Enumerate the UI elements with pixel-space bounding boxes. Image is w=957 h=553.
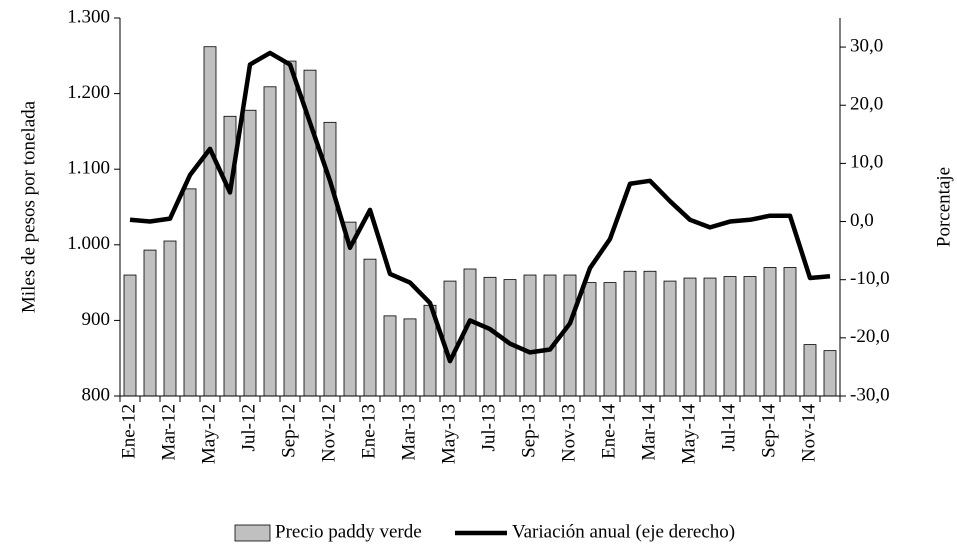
bar <box>783 267 797 397</box>
y2-tick-label: -20,0 <box>850 326 890 347</box>
bar <box>703 277 717 397</box>
bar <box>443 280 457 397</box>
bar <box>263 86 277 397</box>
legend-swatch <box>234 524 271 542</box>
y2-axis-title: Porcentaje <box>933 167 954 247</box>
bar <box>483 276 497 397</box>
x-tick-label: Jul-12 <box>238 404 259 452</box>
x-tick-label: Nov-13 <box>558 404 579 462</box>
y2-tick-label: 10,0 <box>850 152 883 173</box>
y-tick-label: 900 <box>82 309 111 330</box>
y2-tick-label: 30,0 <box>850 35 883 56</box>
y2-tick-label: -30,0 <box>850 384 890 405</box>
y-axis-title: Miles de pesos por tonelada <box>18 100 39 313</box>
x-tick-label: Mar-12 <box>158 404 179 461</box>
x-tick-label: Jul-14 <box>718 404 739 452</box>
bar <box>763 267 777 397</box>
bar <box>383 315 397 397</box>
y-tick-label: 1.300 <box>67 6 110 27</box>
y-tick-label: 1.200 <box>67 82 110 103</box>
x-tick-label: Nov-14 <box>798 404 819 463</box>
bar <box>143 249 157 397</box>
bar <box>803 344 817 397</box>
y-tick-label: 1.100 <box>67 158 110 179</box>
legend-label: Variación anual (eje derecho) <box>512 521 735 542</box>
x-tick-label: Sep-13 <box>518 404 539 458</box>
legend-label: Precio paddy verde <box>275 521 422 542</box>
x-tick-label: May-14 <box>678 404 699 465</box>
bar <box>623 270 637 397</box>
y-tick-label: 1.000 <box>67 233 110 254</box>
x-tick-label: Sep-14 <box>758 404 779 458</box>
bar <box>503 279 517 397</box>
y2-tick-label: -10,0 <box>850 268 890 289</box>
bar <box>683 277 697 397</box>
bar <box>523 274 537 397</box>
y2-tick-label: 0,0 <box>850 210 874 231</box>
bar <box>283 60 297 397</box>
y2-tick-label: 20,0 <box>850 94 883 115</box>
bar <box>823 350 837 397</box>
bar <box>543 274 557 397</box>
bar <box>203 46 217 397</box>
bar <box>163 240 177 397</box>
x-tick-label: May-12 <box>198 404 219 464</box>
x-tick-label: Sep-12 <box>278 404 299 458</box>
bar <box>403 318 417 397</box>
bar <box>743 276 757 397</box>
x-tick-label: Jul-13 <box>478 404 499 452</box>
bar <box>603 282 617 397</box>
bar <box>563 274 577 397</box>
y-tick-label: 800 <box>82 384 111 405</box>
x-tick-label: Mar-14 <box>638 404 659 461</box>
x-tick-label: Mar-13 <box>398 404 419 461</box>
x-tick-label: Ene-13 <box>358 404 379 459</box>
bar <box>243 109 257 397</box>
bar <box>723 276 737 397</box>
x-tick-label: Ene-12 <box>118 404 139 459</box>
x-tick-label: Ene-14 <box>598 404 619 459</box>
bar <box>583 282 597 397</box>
bar <box>123 274 137 397</box>
x-tick-label: Nov-12 <box>318 404 339 462</box>
line <box>129 50 831 364</box>
x-tick-label: May-13 <box>438 404 459 464</box>
bar <box>643 270 657 397</box>
bar <box>663 280 677 397</box>
bar <box>183 188 197 397</box>
bar <box>363 258 377 397</box>
